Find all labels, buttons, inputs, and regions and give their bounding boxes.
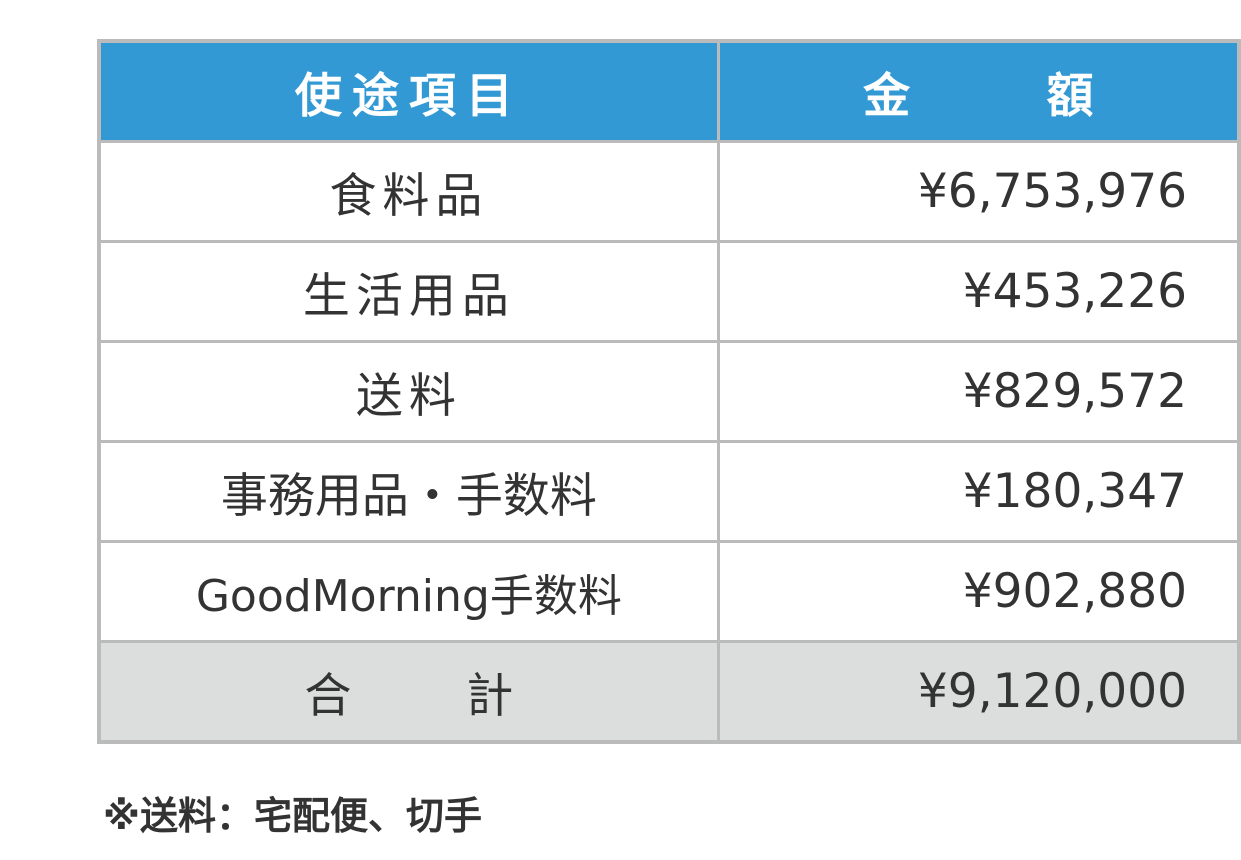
header-amount: 金 額 bbox=[716, 39, 1241, 143]
header-row: 使途項目 金 額 bbox=[97, 39, 1241, 143]
table-row: GoodMorning手数料 ¥902,880 bbox=[97, 540, 1241, 643]
total-row: 合 計 ¥9,120,000 bbox=[97, 640, 1241, 744]
amount-cell: ¥902,880 bbox=[716, 540, 1241, 643]
table-row: 食料品 ¥6,753,976 bbox=[97, 140, 1241, 243]
header-item: 使途項目 bbox=[97, 39, 720, 143]
amount-cell: ¥829,572 bbox=[716, 340, 1241, 443]
amount-cell: ¥6,753,976 bbox=[716, 140, 1241, 243]
total-label: 合 計 bbox=[97, 640, 720, 744]
table-row: 生活用品 ¥453,226 bbox=[97, 240, 1241, 343]
total-amount: ¥9,120,000 bbox=[716, 640, 1241, 744]
item-cell: GoodMorning手数料 bbox=[97, 540, 720, 643]
footnote: ※送料：宅配便、切手 bbox=[103, 794, 482, 838]
item-cell: 送料 bbox=[97, 340, 720, 443]
table-row: 送料 ¥829,572 bbox=[97, 340, 1241, 443]
amount-cell: ¥453,226 bbox=[716, 240, 1241, 343]
amount-cell: ¥180,347 bbox=[716, 440, 1241, 543]
item-cell: 事務用品・手数料 bbox=[97, 440, 720, 543]
item-cell: 生活用品 bbox=[97, 240, 720, 343]
table-row: 事務用品・手数料 ¥180,347 bbox=[97, 440, 1241, 543]
expense-table: 使途項目 金 額 食料品 ¥6,753,976 生活用品 ¥453,226 送料… bbox=[97, 39, 1241, 744]
item-cell: 食料品 bbox=[97, 140, 720, 243]
